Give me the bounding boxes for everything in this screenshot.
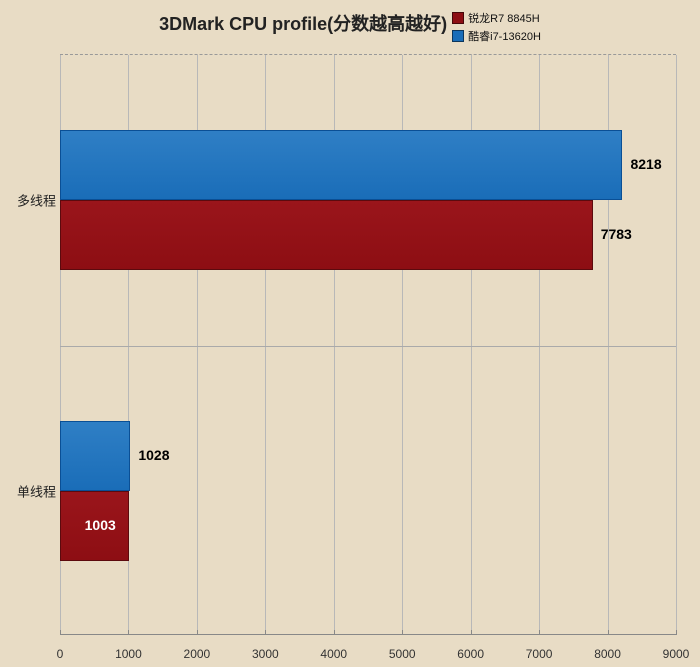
x-tick-mark [265, 630, 266, 635]
x-tick-mark [60, 630, 61, 635]
legend: 锐龙R7 8845H 酷睿i7-13620H [452, 10, 541, 44]
x-tick-label: 0 [57, 647, 64, 661]
legend-swatch-blue [452, 30, 464, 42]
x-tick-mark [197, 630, 198, 635]
legend-item: 酷睿i7-13620H [452, 28, 541, 44]
category-label: 多线程 [6, 191, 56, 210]
x-tick-mark [471, 630, 472, 635]
bar [60, 130, 622, 200]
x-tick-label: 8000 [594, 647, 621, 661]
x-tick-label: 9000 [663, 647, 690, 661]
legend-item: 锐龙R7 8845H [452, 10, 541, 26]
x-tick-mark [128, 630, 129, 635]
x-tick-label: 3000 [252, 647, 279, 661]
x-tick-label: 7000 [526, 647, 553, 661]
x-tick-mark [608, 630, 609, 635]
plot-area: 多线程82187783单线程10281003 [60, 54, 676, 635]
legend-swatch-red [452, 12, 464, 24]
x-tick-mark [402, 630, 403, 635]
value-label: 7783 [601, 226, 632, 242]
section-divider [60, 346, 676, 347]
category-label: 单线程 [6, 481, 56, 500]
bar [60, 200, 593, 270]
x-tick-mark [539, 630, 540, 635]
value-label: 1028 [138, 447, 169, 463]
title-row: 3DMark CPU profile(分数越高越好) 锐龙R7 8845H 酷睿… [0, 10, 700, 44]
chart-container: 3DMark CPU profile(分数越高越好) 锐龙R7 8845H 酷睿… [0, 0, 700, 667]
x-tick-label: 1000 [115, 647, 142, 661]
value-label: 8218 [630, 156, 661, 172]
gridline [676, 55, 677, 634]
legend-label: 锐龙R7 8845H [468, 10, 540, 26]
x-tick-mark [334, 630, 335, 635]
legend-label: 酷睿i7-13620H [468, 28, 541, 44]
chart-title: 3DMark CPU profile(分数越高越好) [159, 10, 447, 36]
x-tick-label: 2000 [184, 647, 211, 661]
x-tick-label: 5000 [389, 647, 416, 661]
x-tick-label: 4000 [320, 647, 347, 661]
bar [60, 421, 130, 491]
x-tick-mark [676, 630, 677, 635]
value-label: 1003 [85, 517, 116, 533]
x-tick-label: 6000 [457, 647, 484, 661]
